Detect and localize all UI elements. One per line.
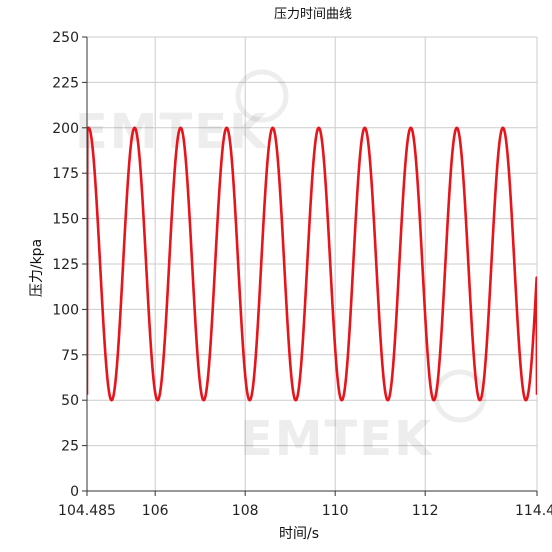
- y-tick-label: 75: [61, 348, 79, 364]
- x-tick-label: 106: [142, 503, 169, 519]
- pressure-series-line: [87, 126, 537, 402]
- chart-title: 压力时间曲线: [274, 7, 352, 22]
- y-tick-label: 225: [52, 75, 79, 91]
- x-axis-title: 时间/s: [279, 526, 319, 542]
- x-tick-label: 112: [412, 503, 439, 519]
- watermark-text: EMTEK: [75, 104, 268, 160]
- y-tick-label: 125: [52, 257, 79, 273]
- y-tick-label: 175: [52, 166, 79, 182]
- x-tick-label: 110: [322, 503, 349, 519]
- watermark-logo-icon: [235, 69, 289, 123]
- y-tick-label: 50: [61, 393, 79, 409]
- grid-lines: [87, 36, 538, 491]
- y-axis-title: 压力/kpa: [29, 239, 45, 297]
- series-layer: [87, 126, 537, 402]
- tick-labels: 0 25 50 75 100 125 150 175 200 225 250 104.485 106 10…: [52, 30, 552, 519]
- x-tick-label: 108: [232, 503, 259, 519]
- y-tick-label: 150: [52, 212, 79, 228]
- y-tick-label: 25: [61, 439, 79, 455]
- x-tick-label: 104.485: [58, 503, 116, 519]
- watermark-group: EMTEK EMTEK: [75, 69, 487, 467]
- y-tick-label: 200: [52, 121, 79, 137]
- x-tick-label: 114.485: [515, 503, 552, 519]
- y-tick-label: 250: [52, 30, 79, 46]
- axes: [82, 36, 538, 496]
- y-tick-label: 100: [52, 302, 79, 318]
- y-tick-label: 0: [70, 484, 79, 500]
- watermark-text: EMTEK: [240, 411, 433, 467]
